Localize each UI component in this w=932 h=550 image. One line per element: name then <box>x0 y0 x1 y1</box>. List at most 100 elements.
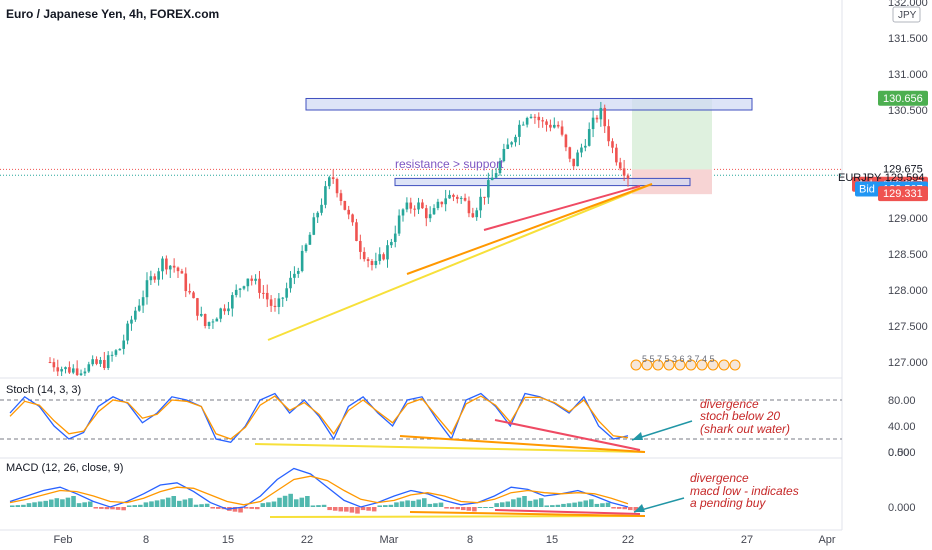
event-badge-icon[interactable] <box>685 359 697 371</box>
candle[interactable] <box>413 205 416 217</box>
candle[interactable] <box>64 366 67 374</box>
macd-line[interactable] <box>9 467 629 510</box>
candle[interactable] <box>71 364 75 375</box>
candle[interactable] <box>545 119 548 132</box>
candle[interactable] <box>436 198 440 211</box>
candle[interactable] <box>52 358 56 372</box>
candle[interactable] <box>48 357 52 364</box>
event-badge-icon[interactable] <box>630 359 642 371</box>
candle[interactable] <box>568 146 572 163</box>
candle[interactable] <box>83 367 87 376</box>
signal-line[interactable] <box>9 475 629 506</box>
candle[interactable] <box>227 301 230 316</box>
event-badge-icon[interactable] <box>652 359 664 371</box>
candle[interactable] <box>452 193 455 202</box>
candle[interactable] <box>149 270 153 286</box>
candle[interactable] <box>428 206 432 223</box>
candle[interactable] <box>335 177 339 198</box>
candle[interactable] <box>483 196 486 205</box>
candle[interactable] <box>494 167 498 179</box>
candle[interactable] <box>215 317 219 322</box>
candle[interactable] <box>180 268 184 274</box>
candle[interactable] <box>607 119 610 147</box>
candle[interactable] <box>584 139 587 152</box>
candle[interactable] <box>459 196 463 204</box>
candle[interactable] <box>219 307 222 323</box>
candle[interactable] <box>250 275 254 286</box>
candle[interactable] <box>417 197 420 214</box>
candle[interactable] <box>304 243 308 253</box>
candle[interactable] <box>172 258 176 273</box>
candle[interactable] <box>87 361 91 373</box>
candle[interactable] <box>405 197 409 213</box>
candle[interactable] <box>203 313 207 329</box>
candle[interactable] <box>265 284 269 308</box>
candle[interactable] <box>362 247 366 262</box>
candle[interactable] <box>246 278 250 292</box>
candle[interactable] <box>122 334 126 355</box>
candle[interactable] <box>409 197 413 214</box>
event-badge-icon[interactable] <box>707 359 719 371</box>
trendline-red[interactable] <box>483 185 641 231</box>
candle[interactable] <box>580 143 583 158</box>
macd-divergence-orange[interactable] <box>409 511 646 517</box>
candle[interactable] <box>300 245 304 273</box>
candle[interactable] <box>153 273 157 283</box>
candle[interactable] <box>293 266 296 285</box>
candle[interactable] <box>366 257 370 268</box>
candle[interactable] <box>490 169 494 181</box>
candle[interactable] <box>502 143 506 163</box>
candle[interactable] <box>541 117 544 128</box>
candle[interactable] <box>126 320 129 345</box>
candle[interactable] <box>285 282 288 302</box>
candle[interactable] <box>343 200 347 211</box>
candle[interactable] <box>262 285 265 299</box>
event-badge-icon[interactable] <box>674 359 686 371</box>
candle[interactable] <box>626 173 630 187</box>
candle[interactable] <box>393 225 397 248</box>
candle[interactable] <box>615 143 618 166</box>
candle[interactable] <box>467 196 471 218</box>
macd-divergence-yellow[interactable] <box>269 515 646 518</box>
candle[interactable] <box>576 149 579 167</box>
candle[interactable] <box>463 193 467 202</box>
candle[interactable] <box>611 138 614 154</box>
candle[interactable] <box>95 356 98 366</box>
candle[interactable] <box>103 351 106 371</box>
candle[interactable] <box>165 255 168 275</box>
event-badge-icon[interactable] <box>729 359 741 371</box>
candle[interactable] <box>456 194 459 204</box>
candle[interactable] <box>168 265 172 278</box>
candle[interactable] <box>223 304 226 315</box>
candle[interactable] <box>231 292 234 317</box>
candle[interactable] <box>448 190 451 199</box>
candle[interactable] <box>390 238 393 248</box>
candle[interactable] <box>328 175 331 190</box>
candle[interactable] <box>386 240 389 268</box>
trendline-orange[interactable] <box>406 183 653 275</box>
candle[interactable] <box>514 134 517 147</box>
stoch-d-line[interactable] <box>9 395 629 440</box>
currency-badge[interactable] <box>892 6 921 23</box>
macd-title[interactable]: MACD (12, 26, close, 9) <box>6 462 123 474</box>
candle[interactable] <box>591 110 595 138</box>
candle[interactable] <box>339 189 343 206</box>
candle[interactable] <box>537 112 541 128</box>
candle[interactable] <box>258 270 261 299</box>
event-badge-icon[interactable] <box>663 359 675 371</box>
candle[interactable] <box>479 188 482 218</box>
macd-divergence-red[interactable] <box>494 509 641 515</box>
candle[interactable] <box>99 356 102 367</box>
event-badge-icon[interactable] <box>696 359 708 371</box>
resistance-zone[interactable] <box>305 97 753 111</box>
candle[interactable] <box>75 360 79 376</box>
candle[interactable] <box>316 211 319 223</box>
candle[interactable] <box>56 359 60 376</box>
candle[interactable] <box>471 207 475 218</box>
candle[interactable] <box>79 369 83 376</box>
candle[interactable] <box>320 198 323 216</box>
candle[interactable] <box>533 114 537 124</box>
candle[interactable] <box>312 212 316 236</box>
candle[interactable] <box>521 121 525 126</box>
